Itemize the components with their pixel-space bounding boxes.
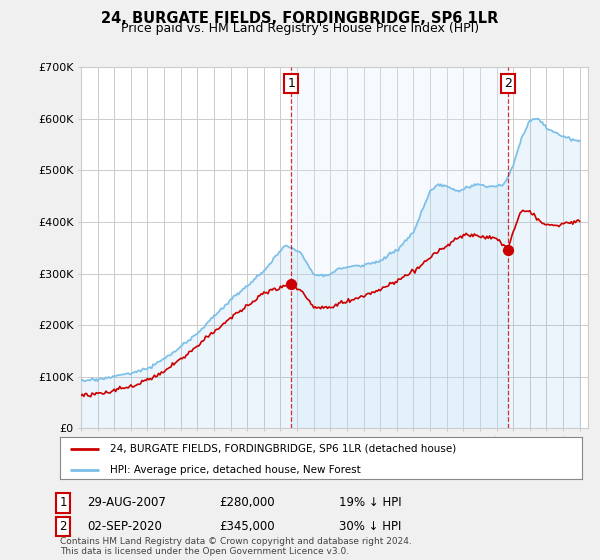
- Text: £345,000: £345,000: [219, 520, 275, 533]
- Point: [503, 246, 512, 255]
- Text: 1: 1: [287, 77, 295, 90]
- Text: HPI: Average price, detached house, New Forest: HPI: Average price, detached house, New …: [110, 465, 361, 474]
- Text: £280,000: £280,000: [219, 496, 275, 510]
- Text: 2: 2: [504, 77, 512, 90]
- Text: 30% ↓ HPI: 30% ↓ HPI: [339, 520, 401, 533]
- Text: 1: 1: [59, 496, 67, 510]
- Text: 24, BURGATE FIELDS, FORDINGBRIDGE, SP6 1LR: 24, BURGATE FIELDS, FORDINGBRIDGE, SP6 1…: [101, 11, 499, 26]
- Text: This data is licensed under the Open Government Licence v3.0.: This data is licensed under the Open Gov…: [60, 547, 349, 556]
- Text: Price paid vs. HM Land Registry's House Price Index (HPI): Price paid vs. HM Land Registry's House …: [121, 22, 479, 35]
- Text: 24, BURGATE FIELDS, FORDINGBRIDGE, SP6 1LR (detached house): 24, BURGATE FIELDS, FORDINGBRIDGE, SP6 1…: [110, 444, 456, 454]
- Text: 2: 2: [59, 520, 67, 533]
- Text: 19% ↓ HPI: 19% ↓ HPI: [339, 496, 401, 510]
- Bar: [291, 67, 508, 428]
- Text: 29-AUG-2007: 29-AUG-2007: [87, 496, 166, 510]
- Point: [286, 279, 296, 288]
- Text: 02-SEP-2020: 02-SEP-2020: [87, 520, 162, 533]
- Text: Contains HM Land Registry data © Crown copyright and database right 2024.: Contains HM Land Registry data © Crown c…: [60, 537, 412, 546]
